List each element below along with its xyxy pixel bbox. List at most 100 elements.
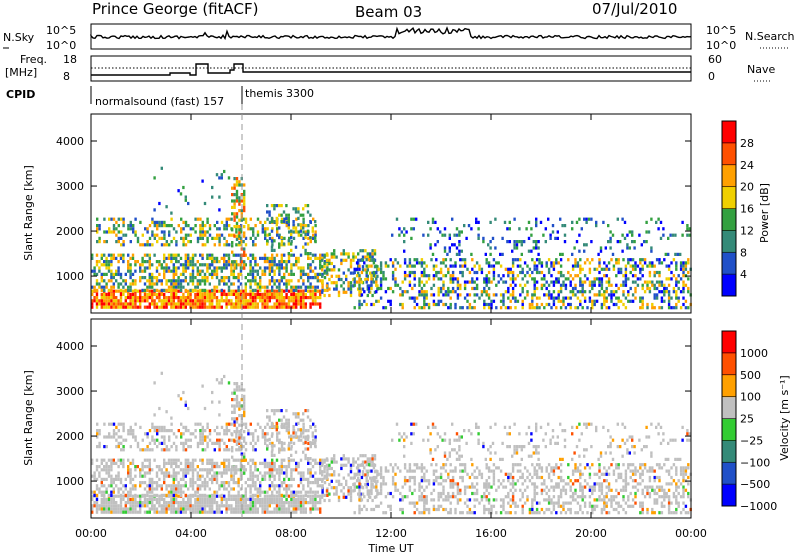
data-cell xyxy=(340,482,343,487)
data-cell xyxy=(670,296,673,300)
data-cell xyxy=(579,258,582,262)
data-cell xyxy=(237,493,240,497)
data-cell xyxy=(641,299,644,303)
data-cell xyxy=(299,510,303,514)
data-cell xyxy=(180,217,183,221)
data-cell xyxy=(456,277,460,281)
data-cell xyxy=(454,302,457,307)
data-cell xyxy=(235,510,238,514)
data-cell xyxy=(172,276,175,280)
data-cell xyxy=(243,410,246,414)
data-cell xyxy=(283,260,286,264)
data-cell xyxy=(132,224,135,228)
data-cell xyxy=(309,292,312,296)
data-cell xyxy=(292,468,295,472)
data-cell xyxy=(235,260,238,264)
data-cell xyxy=(273,260,276,264)
data-cell xyxy=(423,466,426,470)
data-cell xyxy=(103,501,106,505)
data-cell xyxy=(679,267,683,271)
data-cell xyxy=(127,288,130,292)
data-cell xyxy=(290,292,293,296)
data-cell xyxy=(148,256,151,260)
data-cell xyxy=(278,438,281,442)
data-cell xyxy=(215,465,219,469)
data-cell xyxy=(146,260,149,264)
data-cell xyxy=(330,281,333,285)
data-cell xyxy=(232,276,235,280)
data-cell xyxy=(206,422,209,426)
data-cell xyxy=(170,285,173,289)
data-cell xyxy=(211,390,214,395)
data-cell xyxy=(290,253,293,257)
data-cell xyxy=(321,281,324,285)
data-cell xyxy=(487,264,491,268)
data-cell xyxy=(218,233,221,237)
data-cell xyxy=(155,501,159,505)
data-cell xyxy=(191,493,195,497)
data-cell xyxy=(628,246,631,250)
data-cell xyxy=(557,261,560,265)
data-cell xyxy=(117,302,120,306)
data-cell xyxy=(278,279,281,283)
data-cell xyxy=(122,461,125,465)
data-cell xyxy=(271,465,274,469)
data-cell xyxy=(127,302,130,306)
data-cell xyxy=(319,253,322,257)
data-cell xyxy=(675,277,678,281)
data-cell xyxy=(249,299,252,303)
data-cell xyxy=(377,299,380,303)
data-cell xyxy=(243,205,246,209)
data-cell xyxy=(314,233,317,237)
data-cell xyxy=(667,236,670,240)
data-cell xyxy=(115,507,118,511)
data-cell xyxy=(184,510,187,514)
data-cell xyxy=(206,425,209,429)
data-cell xyxy=(330,473,333,477)
data-cell xyxy=(146,484,149,488)
data-cell xyxy=(634,296,637,300)
data-cell xyxy=(146,510,149,514)
data-cell xyxy=(439,491,443,496)
data-cell xyxy=(297,415,300,419)
data-cell xyxy=(278,447,281,451)
data-cell xyxy=(434,243,437,247)
data-cell xyxy=(372,479,376,483)
data-cell xyxy=(218,176,221,180)
data-cell xyxy=(278,450,281,454)
data-cell xyxy=(663,286,666,291)
data-cell xyxy=(206,269,209,273)
data-cell xyxy=(319,260,322,264)
data-cell xyxy=(201,179,204,183)
data-cell xyxy=(598,261,601,265)
data-cell xyxy=(535,258,539,262)
data-cell xyxy=(167,302,171,306)
data-cell xyxy=(225,292,228,296)
data-cell xyxy=(167,279,171,283)
data-cell xyxy=(105,490,108,494)
data-cell xyxy=(333,255,336,259)
data-cell xyxy=(634,280,637,284)
data-cell xyxy=(321,486,324,490)
data-cell xyxy=(167,288,171,292)
data-cell xyxy=(148,282,151,286)
data-cell xyxy=(124,493,127,497)
data-cell xyxy=(117,465,120,469)
data-cell xyxy=(238,231,241,235)
data-cell xyxy=(256,468,259,472)
data-cell xyxy=(175,260,178,264)
data-cell xyxy=(151,422,154,426)
data-cell xyxy=(299,481,303,485)
data-cell xyxy=(100,285,103,289)
data-cell xyxy=(595,224,598,228)
data-cell xyxy=(420,274,424,278)
data-cell xyxy=(105,468,108,472)
data-cell xyxy=(651,306,654,310)
data-cell xyxy=(148,266,151,270)
data-cell xyxy=(235,432,238,436)
data-cell xyxy=(119,493,123,497)
data-cell xyxy=(321,285,324,289)
data-cell xyxy=(251,302,255,306)
data-cell xyxy=(143,510,147,514)
data-cell xyxy=(595,299,599,303)
